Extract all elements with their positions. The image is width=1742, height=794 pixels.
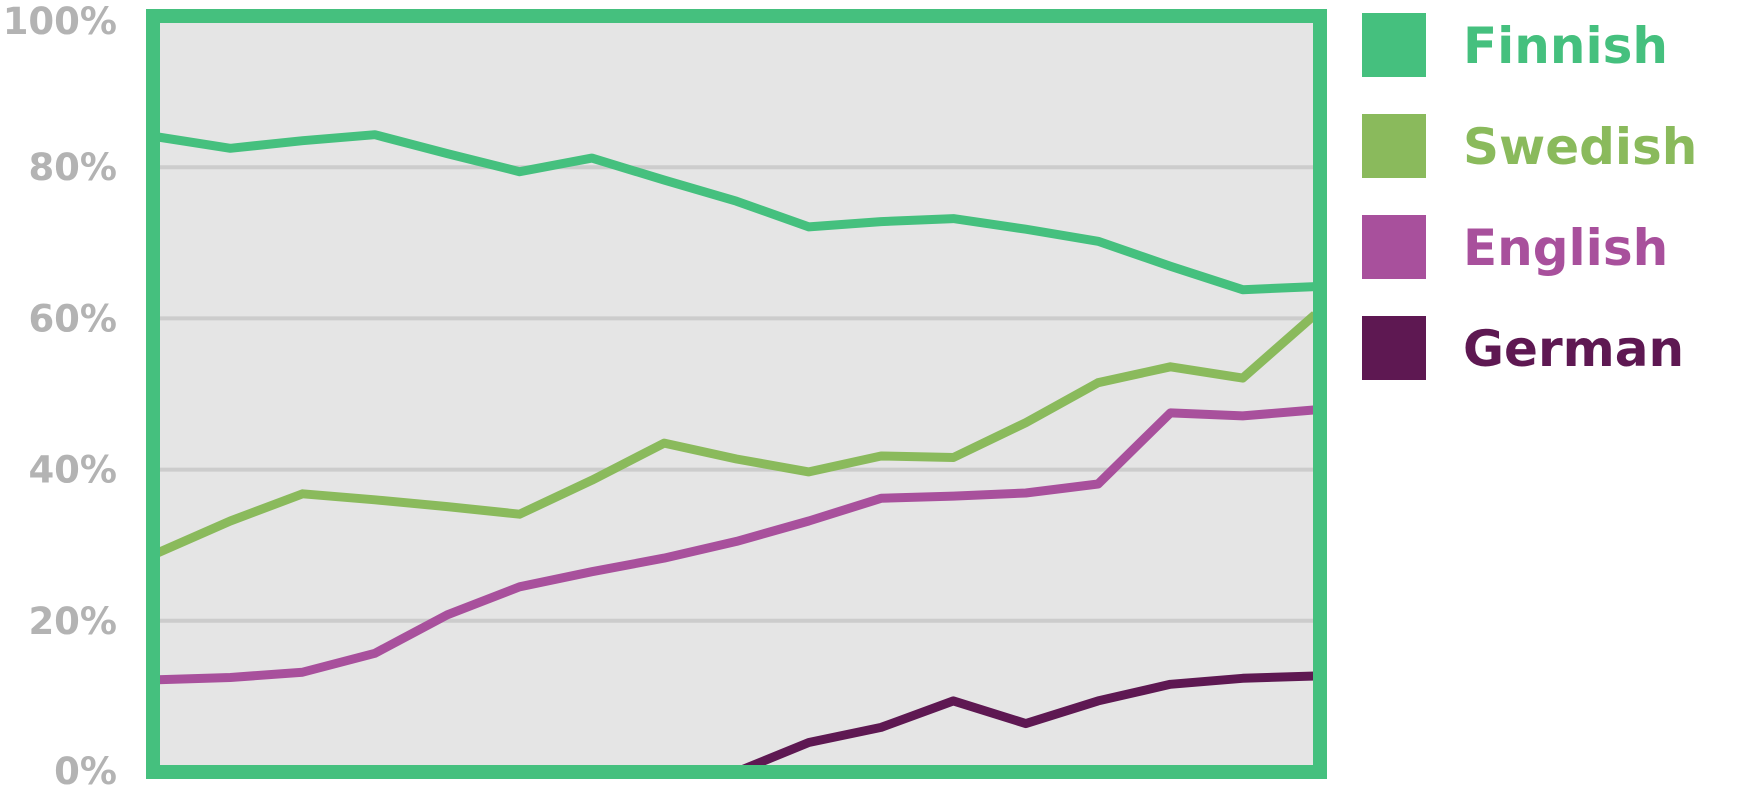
y-axis-ticks: 0% 20% 40% 60% 80% 100% [3, 0, 117, 793]
plot-frame [146, 9, 1327, 779]
series-line-swedish [156, 311, 1318, 557]
legend-label-swedish: Swedish [1463, 118, 1697, 176]
legend-swatch-finnish [1362, 13, 1426, 77]
gridlines [153, 165, 1320, 623]
series-lines [156, 130, 1318, 777]
legend-swatch-german [1362, 316, 1426, 380]
series-line-finnish [157, 130, 1316, 295]
y-tick-label: 20% [28, 600, 117, 643]
series-line-german [734, 671, 1316, 777]
legend-swatch-english [1362, 215, 1426, 279]
y-tick-label: 100% [3, 0, 117, 43]
legend-label-english: English [1463, 219, 1668, 277]
plot-background [153, 16, 1320, 772]
legend-swatch-swedish [1362, 114, 1426, 178]
y-tick-label: 60% [28, 297, 117, 340]
y-tick-label: 0% [54, 750, 117, 793]
legend-label-german: German [1463, 320, 1684, 378]
series-line-english [157, 405, 1316, 685]
legend: Finnish Swedish English German [1362, 13, 1697, 380]
y-tick-label: 80% [28, 146, 117, 189]
legend-label-finnish: Finnish [1463, 17, 1668, 75]
y-tick-label: 40% [28, 449, 117, 492]
